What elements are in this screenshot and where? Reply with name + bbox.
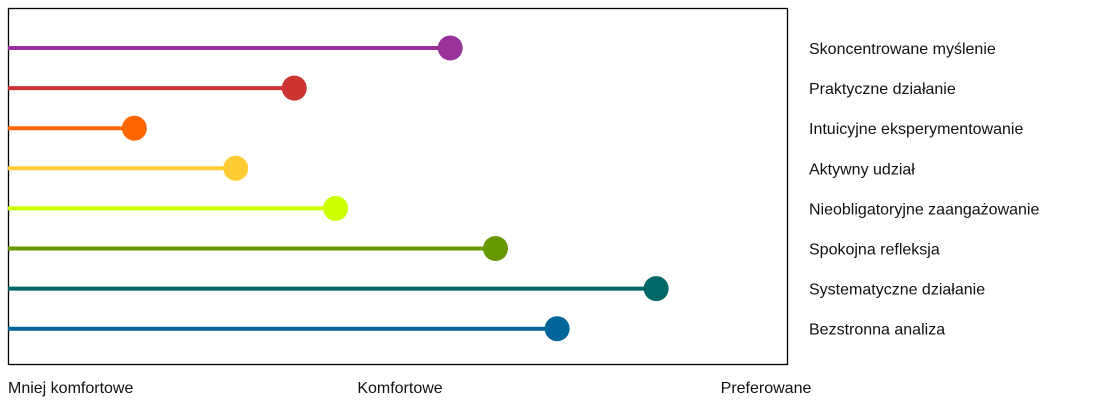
category-label: Aktywny udział bbox=[809, 161, 915, 178]
category-label: Skoncentrowane myślenie bbox=[809, 41, 996, 58]
lollipop-dot bbox=[437, 35, 463, 61]
x-tick-label: Komfortowe bbox=[357, 380, 442, 397]
lollipop-dot bbox=[483, 236, 508, 261]
category-label: Praktyczne działanie bbox=[809, 81, 956, 98]
data-marks bbox=[8, 35, 669, 342]
x-tick-label: Mniej komfortowe bbox=[8, 380, 133, 397]
lollipop-dot bbox=[643, 276, 669, 302]
category-label: Systematyczne działanie bbox=[809, 282, 985, 299]
lollipop-dot bbox=[281, 75, 307, 101]
category-labels: Skoncentrowane myślenie Praktyczne działa… bbox=[809, 41, 1039, 339]
lollipop-dot bbox=[544, 316, 570, 342]
category-label: Bezstronna analiza bbox=[809, 322, 945, 339]
x-tick-labels: Mniej komfortowe Komfortowe Preferowane bbox=[8, 380, 811, 397]
lollipop-dot bbox=[323, 195, 349, 221]
lollipop-dot bbox=[223, 155, 249, 181]
plot-frame bbox=[7, 7, 789, 366]
lollipop-dot bbox=[121, 115, 147, 141]
category-label: Intuicyjne eksperymentowanie bbox=[809, 121, 1023, 138]
category-label: Spokojna refleksja bbox=[809, 242, 940, 259]
x-tick-label: Preferowane bbox=[721, 380, 812, 397]
category-label: Nieobligatoryjne zaangażowanie bbox=[809, 201, 1039, 218]
